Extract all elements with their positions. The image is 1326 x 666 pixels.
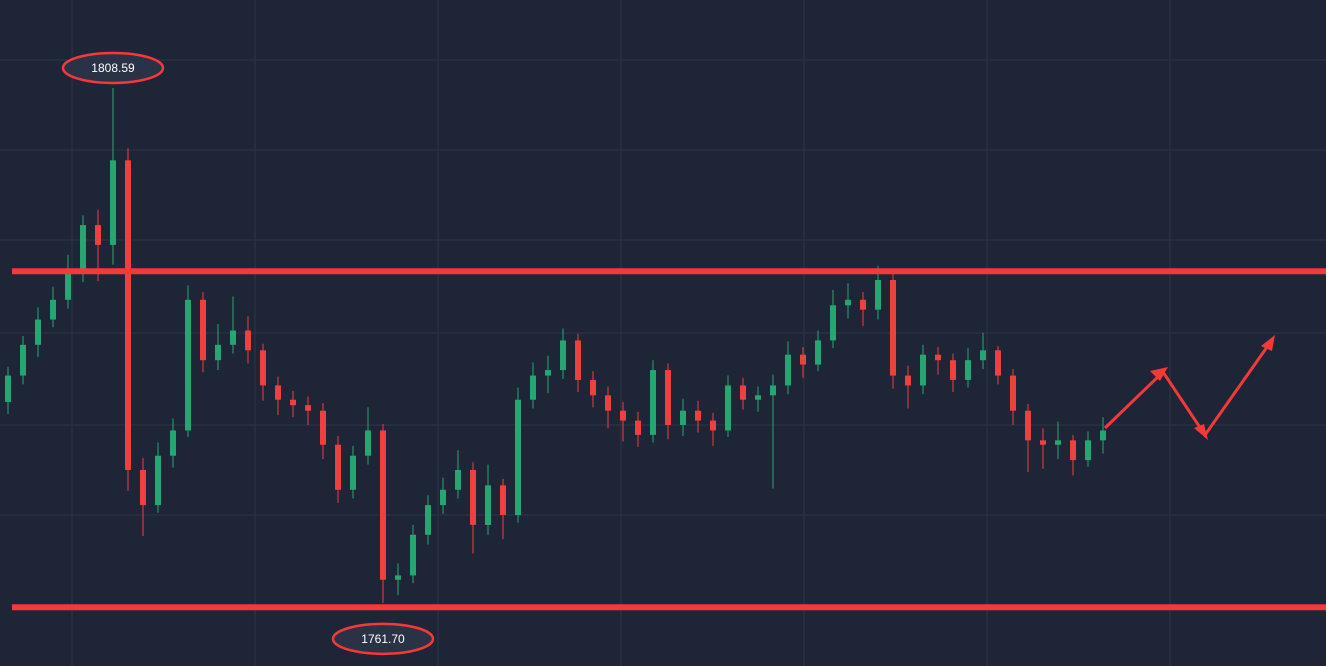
annotation-ellipse (61, 51, 165, 85)
candle-body (800, 354, 806, 365)
candle-body (110, 160, 116, 245)
candle-body (740, 385, 746, 400)
candle-body (545, 370, 551, 376)
candle-body (200, 299, 206, 361)
candle-body (410, 534, 416, 576)
candle-body (905, 375, 911, 386)
annotation-label: 1808.59 (91, 61, 135, 75)
candle-body (230, 330, 236, 345)
projection-arrow (1103, 339, 1274, 438)
candle-body (665, 370, 671, 425)
candle-body (605, 395, 611, 411)
candle-body (80, 225, 86, 271)
candle-body (575, 340, 581, 380)
candle-body (815, 340, 821, 365)
candle-body (335, 444, 341, 490)
candle-body (860, 299, 866, 310)
candle-body (1100, 430, 1106, 441)
candle-body (635, 420, 641, 435)
candle-body (935, 354, 941, 361)
candle-body (50, 299, 56, 320)
candle-body (725, 385, 731, 431)
candle-body (680, 410, 686, 425)
candle-body (1085, 440, 1091, 461)
candle-body (350, 455, 356, 490)
candle-body (650, 370, 656, 435)
candle-body (320, 410, 326, 445)
candle-body (590, 379, 596, 396)
candle-body (785, 354, 791, 386)
candle-body (1040, 440, 1046, 445)
candle-body (695, 410, 701, 421)
candle-body (95, 225, 101, 245)
annotation-label: 1761.70 (361, 632, 405, 646)
candle-body (1070, 440, 1076, 461)
candle-body (170, 430, 176, 456)
candle-body (245, 330, 251, 351)
candle-body (470, 469, 476, 525)
candle-body (365, 430, 371, 456)
candle-body (20, 344, 26, 376)
candle-body (380, 430, 386, 580)
candle-body (455, 469, 461, 490)
candle-body (440, 489, 446, 506)
candle-body (620, 410, 626, 421)
candle-body (515, 399, 521, 516)
candle-body (290, 399, 296, 406)
candle-body (890, 280, 896, 376)
candle-body (260, 350, 266, 386)
candle-body (1055, 440, 1061, 445)
candle-body (965, 360, 971, 380)
candle-body (1010, 375, 1016, 411)
candle-body (950, 360, 956, 380)
candle-body (155, 455, 161, 506)
candle-body (770, 385, 776, 396)
arrow-head (1150, 367, 1168, 381)
candle-body (275, 385, 281, 400)
candles (5, 87, 1106, 603)
candle-body (425, 505, 431, 535)
candle-body (710, 420, 716, 431)
candle-body (845, 299, 851, 306)
candle-body (830, 305, 836, 341)
candle-body (65, 270, 71, 300)
candle-body (755, 395, 761, 400)
candle-body (140, 469, 146, 506)
candle-body (560, 340, 566, 371)
candle-body (35, 319, 41, 345)
candle-body (875, 280, 881, 310)
arrow-head (1194, 424, 1208, 440)
candle-body (395, 575, 401, 580)
candle-body (920, 354, 926, 386)
annotation-ellipse (331, 622, 435, 656)
candle-body (305, 405, 311, 411)
candle-body (500, 485, 506, 516)
candle-body (980, 350, 986, 361)
candle-body (995, 350, 1001, 376)
candle-body (1025, 410, 1031, 441)
candle-body (215, 344, 221, 361)
candle-body (485, 485, 491, 525)
candle-body (185, 299, 191, 431)
candle-body (125, 160, 131, 470)
candle-body (530, 375, 536, 400)
arrow-head (1261, 335, 1275, 351)
candle-body (5, 375, 11, 402)
